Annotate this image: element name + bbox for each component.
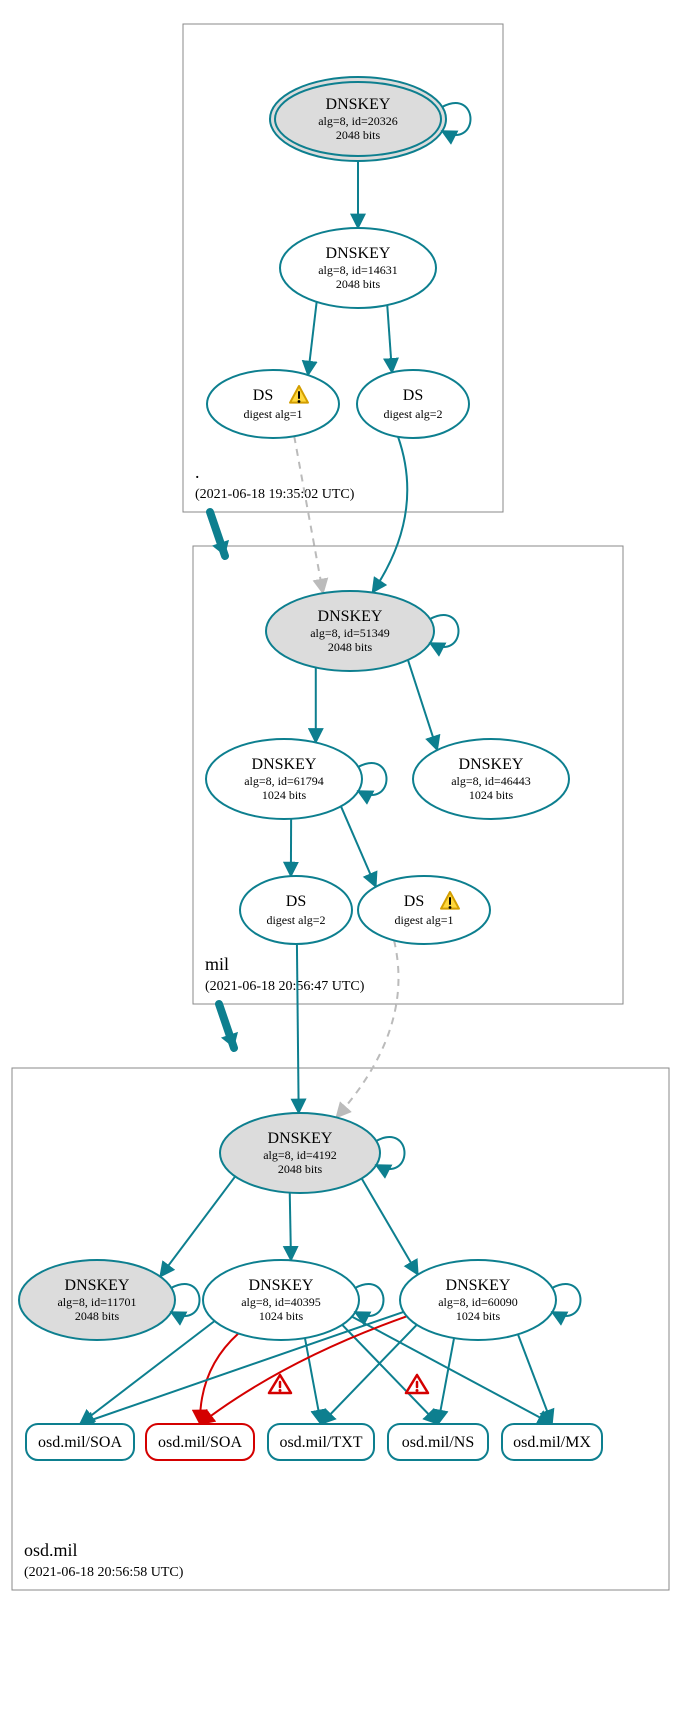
svg-text:DNSKEY: DNSKEY (65, 1277, 130, 1294)
svg-text:2048 bits: 2048 bits (75, 1309, 120, 1323)
svg-text:digest alg=2: digest alg=2 (266, 913, 325, 927)
node-root_ds2 (357, 370, 469, 438)
svg-text:DNSKEY: DNSKEY (252, 756, 317, 773)
svg-text:DNSKEY: DNSKEY (459, 756, 524, 773)
edge (342, 1325, 438, 1424)
svg-text:DS: DS (403, 387, 423, 404)
svg-text:alg=8, id=14631: alg=8, id=14631 (318, 263, 398, 277)
svg-text:digest alg=2: digest alg=2 (383, 407, 442, 421)
svg-text:2048 bits: 2048 bits (278, 1162, 323, 1176)
svg-text:alg=8, id=61794: alg=8, id=61794 (244, 774, 324, 788)
dnssec-diagram: . (2021-06-18 19:35:02 UTC) mil (2021-06-18… (0, 0, 681, 1732)
svg-text:.: . (195, 462, 200, 482)
svg-text:digest alg=1: digest alg=1 (243, 407, 302, 421)
svg-text:1024 bits: 1024 bits (456, 1309, 501, 1323)
svg-text:alg=8, id=20326: alg=8, id=20326 (318, 114, 398, 128)
svg-text:alg=8, id=11701: alg=8, id=11701 (57, 1295, 136, 1309)
edge (372, 437, 407, 593)
svg-text:DNSKEY: DNSKEY (249, 1277, 314, 1294)
svg-text:osd.mil: osd.mil (24, 1540, 78, 1560)
svg-text:DS: DS (404, 893, 424, 910)
svg-text:1024 bits: 1024 bits (262, 788, 307, 802)
svg-text:DNSKEY: DNSKEY (318, 608, 383, 625)
svg-text:osd.mil/SOA: osd.mil/SOA (38, 1434, 122, 1451)
svg-text:(2021-06-18 20:56:47 UTC): (2021-06-18 20:56:47 UTC) (205, 979, 365, 994)
svg-text:(2021-06-18 20:56:58 UTC): (2021-06-18 20:56:58 UTC) (24, 1565, 184, 1580)
edge (438, 1338, 454, 1424)
svg-text:alg=8, id=46443: alg=8, id=46443 (451, 774, 531, 788)
edge (297, 944, 299, 1113)
svg-text:2048 bits: 2048 bits (336, 277, 381, 291)
svg-text:osd.mil/SOA: osd.mil/SOA (158, 1434, 242, 1451)
edge (321, 1325, 417, 1424)
svg-text:1024 bits: 1024 bits (259, 1309, 304, 1323)
svg-text:mil: mil (205, 954, 229, 974)
svg-text:(2021-06-18 19:35:02 UTC): (2021-06-18 19:35:02 UTC) (195, 487, 355, 502)
svg-text:1024 bits: 1024 bits (469, 788, 514, 802)
node-mil_ds1 (358, 876, 490, 944)
svg-text:osd.mil/MX: osd.mil/MX (513, 1434, 591, 1451)
edge (341, 806, 376, 886)
svg-text:2048 bits: 2048 bits (328, 640, 373, 654)
edge (290, 1193, 291, 1261)
svg-text:alg=8, id=4192: alg=8, id=4192 (263, 1148, 337, 1162)
edge (408, 660, 437, 750)
svg-text:DNSKEY: DNSKEY (326, 245, 391, 262)
svg-text:digest alg=1: digest alg=1 (394, 913, 453, 927)
edge (305, 1338, 321, 1424)
svg-text:DS: DS (286, 893, 306, 910)
edge (362, 1178, 418, 1274)
svg-text:osd.mil/NS: osd.mil/NS (402, 1434, 474, 1451)
edge (160, 1176, 235, 1276)
svg-text:alg=8, id=60090: alg=8, id=60090 (438, 1295, 518, 1309)
node-root_ds1 (207, 370, 339, 438)
svg-text:DNSKEY: DNSKEY (446, 1277, 511, 1294)
svg-text:alg=8, id=40395: alg=8, id=40395 (241, 1295, 321, 1309)
edge (518, 1334, 552, 1424)
svg-text:2048 bits: 2048 bits (336, 128, 381, 142)
node-mil_ds2 (240, 876, 352, 944)
svg-text:alg=8, id=51349: alg=8, id=51349 (310, 626, 390, 640)
svg-text:DNSKEY: DNSKEY (326, 96, 391, 113)
edge (294, 436, 323, 593)
edge (387, 305, 392, 372)
edge (308, 302, 317, 375)
svg-text:DS: DS (253, 387, 273, 404)
edge (336, 940, 398, 1117)
svg-text:osd.mil/TXT: osd.mil/TXT (279, 1434, 362, 1451)
svg-text:DNSKEY: DNSKEY (268, 1130, 333, 1147)
